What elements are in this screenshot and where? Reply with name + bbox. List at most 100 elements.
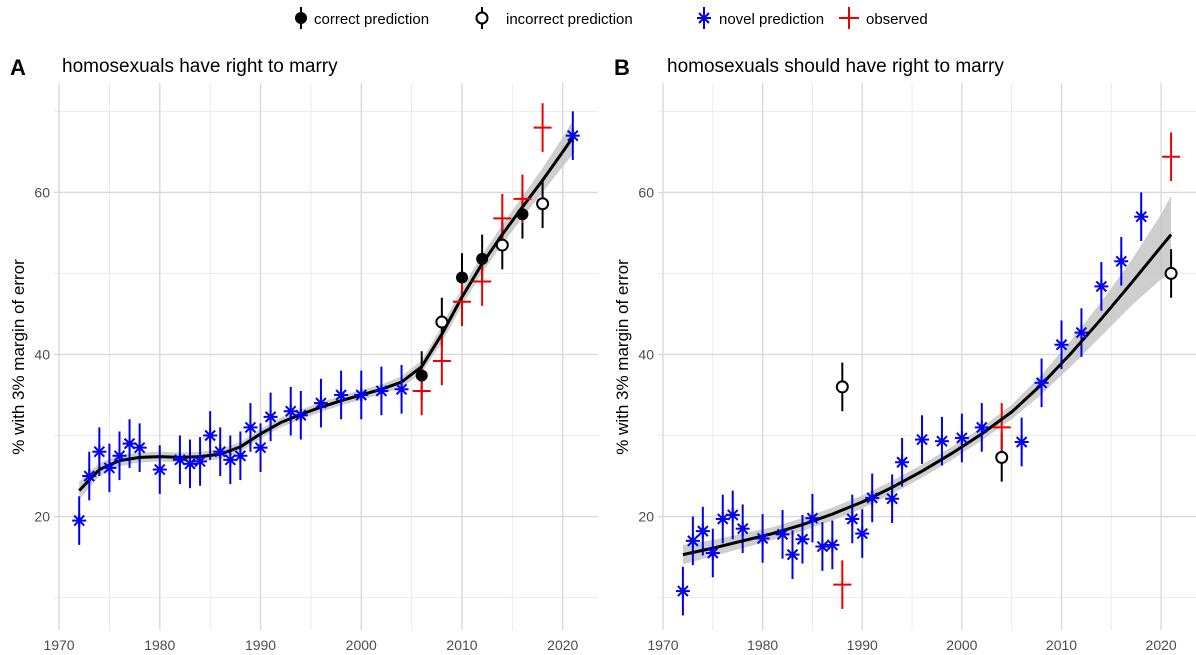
x-tick-label: 2010 xyxy=(446,637,477,653)
y-tick-label: 20 xyxy=(34,509,50,525)
x-tick-label: 1990 xyxy=(245,637,276,653)
novel-prediction-point xyxy=(845,511,860,526)
novel-prediction-point xyxy=(785,547,800,562)
novel-prediction-point xyxy=(895,455,910,470)
novel-prediction-point xyxy=(974,420,989,435)
panel-label-b: B xyxy=(614,55,630,80)
x-tick-label: 1970 xyxy=(647,637,678,653)
legend-marker-incorrect xyxy=(475,7,489,29)
novel-prediction-point xyxy=(675,584,690,599)
panel-label-a: A xyxy=(10,55,26,80)
y-tick-label: 40 xyxy=(34,346,50,362)
panel-title-b: homosexuals should have right to marry xyxy=(667,56,1004,77)
x-tick-label: 1970 xyxy=(43,637,74,653)
incorrect-prediction-point xyxy=(435,315,449,329)
incorrect-prediction-point xyxy=(495,238,509,252)
novel-prediction-point xyxy=(334,387,349,402)
novel-prediction-point xyxy=(1074,325,1089,340)
incorrect-prediction-point xyxy=(995,450,1009,464)
correct-prediction-point xyxy=(516,208,529,221)
novel-prediction-point xyxy=(755,531,770,546)
novel-prediction-point xyxy=(795,532,810,547)
correct-prediction-point xyxy=(456,271,468,284)
x-tick-label: 1990 xyxy=(847,637,878,653)
novel-prediction-point xyxy=(132,440,147,455)
novel-prediction-point xyxy=(805,511,820,526)
novel-prediction-point xyxy=(82,469,97,484)
x-tick-label: 1980 xyxy=(144,637,175,653)
legend-marker-novel xyxy=(697,7,711,29)
legend-label-novel: novel prediction xyxy=(719,11,824,28)
novel-prediction-point xyxy=(233,448,248,463)
error-bars xyxy=(78,103,574,545)
novel-prediction-point xyxy=(1134,209,1149,224)
novel-prediction-point xyxy=(183,456,197,471)
legend: correct prediction incorrect prediction … xyxy=(295,7,928,29)
y-axis-label-a: % with 3% margin of error xyxy=(9,259,28,455)
novel-prediction-point xyxy=(152,462,167,477)
novel-prediction-point xyxy=(102,460,117,475)
y-tick-label: 60 xyxy=(34,184,50,200)
novel-prediction-point xyxy=(313,396,328,411)
novel-prediction-point xyxy=(885,491,900,506)
novel-prediction-point xyxy=(92,444,107,459)
legend-label-observed: observed xyxy=(866,11,928,28)
x-tick-label: 2010 xyxy=(1046,637,1077,653)
novel-prediction-point xyxy=(193,454,208,469)
novel-prediction-point xyxy=(565,128,580,143)
confidence-band xyxy=(682,195,1172,565)
confidence-band xyxy=(79,120,573,500)
x-tick-label: 2000 xyxy=(346,637,377,653)
x-tick-label: 2020 xyxy=(547,637,578,653)
novel-prediction-point xyxy=(705,546,720,561)
x-tick-label: 2020 xyxy=(1146,637,1177,653)
novel-prediction-point xyxy=(815,539,830,554)
panel-title-a: homosexuals have right to marry xyxy=(62,56,338,77)
point-markers xyxy=(72,126,580,528)
grid-minor xyxy=(54,83,598,630)
x-tick-label: 2000 xyxy=(946,637,977,653)
novel-prediction-point xyxy=(72,513,87,528)
novel-prediction-point xyxy=(695,524,710,539)
novel-prediction-point xyxy=(1094,279,1109,294)
novel-prediction-point xyxy=(253,440,268,455)
novel-prediction-point xyxy=(865,490,880,505)
legend-marker-observed xyxy=(839,7,859,29)
novel-prediction-point xyxy=(685,533,700,548)
novel-prediction-point xyxy=(203,428,218,443)
novel-prediction-point xyxy=(263,409,278,424)
y-tick-label: 40 xyxy=(638,346,654,362)
novel-prediction-point xyxy=(775,527,790,542)
novel-prediction-point xyxy=(954,430,969,445)
novel-prediction-point xyxy=(112,448,127,463)
novel-prediction-point xyxy=(1014,434,1029,449)
novel-prediction-point xyxy=(1054,337,1069,352)
point-markers xyxy=(675,155,1181,599)
novel-prediction-point xyxy=(394,382,409,397)
novel-prediction-point xyxy=(243,420,258,435)
novel-prediction-point xyxy=(725,507,740,522)
y-tick-label: 60 xyxy=(638,184,654,200)
novel-prediction-point xyxy=(915,432,930,447)
novel-prediction-point xyxy=(374,383,389,398)
grid-major xyxy=(54,83,598,630)
novel-prediction-point xyxy=(735,521,750,536)
novel-prediction-point xyxy=(934,434,949,449)
trend-line xyxy=(78,136,575,492)
correct-prediction-point xyxy=(415,369,428,382)
legend-label-incorrect: incorrect prediction xyxy=(506,11,633,28)
legend-marker-correct xyxy=(295,7,307,29)
correct-prediction-point xyxy=(476,252,489,265)
incorrect-prediction-point xyxy=(835,380,849,394)
novel-prediction-point xyxy=(293,408,308,423)
incorrect-prediction-point xyxy=(536,197,550,211)
novel-prediction-point xyxy=(354,387,369,402)
incorrect-prediction-point xyxy=(1164,266,1178,280)
panel-a: A homosexuals have right to marry % with… xyxy=(9,55,598,653)
novel-prediction-point xyxy=(213,444,228,459)
panel-b: B homosexuals should have right to marry… xyxy=(613,55,1196,653)
y-tick-label: 20 xyxy=(638,509,654,525)
novel-prediction-point xyxy=(1034,375,1049,390)
